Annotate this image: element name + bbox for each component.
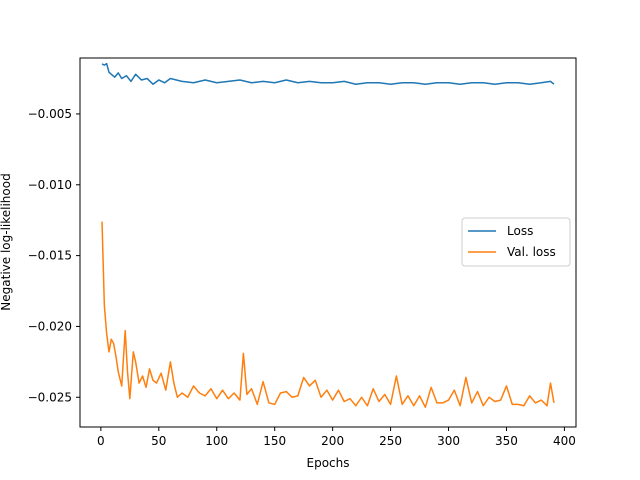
y-tick-label: −0.010 [28,178,72,192]
x-axis-label: Epochs [307,456,350,470]
series-line-val-loss [101,221,555,408]
x-tick-label: 250 [379,434,402,448]
series-line-loss [101,62,555,85]
y-tick-label: −0.005 [28,107,72,121]
legend: Loss Val. loss [461,217,571,267]
x-tick-label: 350 [495,434,518,448]
series-layer [101,62,555,408]
x-tick-label: 100 [205,434,228,448]
y-tick-label: −0.025 [28,390,72,404]
x-tick-label: 150 [263,434,286,448]
legend-label: Val. loss [507,245,556,259]
axes-frame [79,57,577,428]
y-axis-label: Negative log-likelihood [0,173,13,310]
y-tick-label: −0.015 [28,249,72,263]
x-axis-ticks: 0 50 100 150 200 250 300 350 400 [97,427,576,448]
legend-label: Loss [507,224,533,238]
x-tick-label: 0 [97,434,105,448]
x-tick-label: 50 [151,434,166,448]
x-tick-label: 300 [437,434,460,448]
legend-box [461,217,571,267]
y-tick-label: −0.020 [28,319,72,333]
y-axis-ticks: −0.025 −0.020 −0.015 −0.010 −0.005 [28,107,80,404]
x-tick-label: 200 [321,434,344,448]
x-tick-label: 400 [553,434,576,448]
